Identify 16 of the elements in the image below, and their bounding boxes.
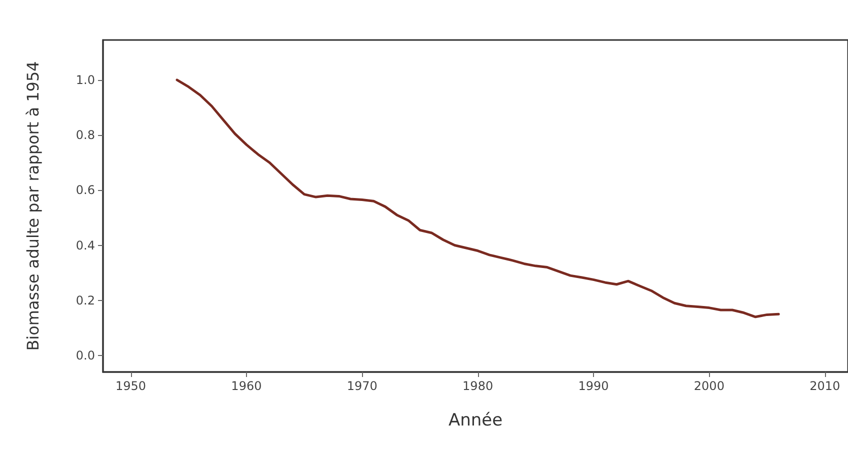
x-tick-label: 1970 — [346, 379, 378, 393]
line-series — [176, 78, 780, 318]
x-tick-label: 2000 — [694, 379, 724, 393]
y-axis-title: Biomasse adulte par rapport à 1954 — [24, 61, 42, 351]
x-tick-label: 1950 — [115, 379, 146, 393]
x-tick-label: 1990 — [578, 379, 609, 393]
x-tick-label: 1980 — [462, 379, 494, 393]
y-tick-label: 0.8 — [76, 128, 95, 142]
x-tick-label: 1960 — [231, 379, 262, 393]
y-tick-label: 1.0 — [76, 72, 95, 87]
y-tick-label: 0.2 — [76, 293, 95, 308]
x-axis-title: Année — [448, 410, 503, 430]
y-tick-label: 0.6 — [76, 183, 95, 198]
y-tick-label: 0.4 — [76, 238, 95, 252]
y-tick-label: 0.0 — [76, 348, 95, 362]
x-tick-label: 2010 — [810, 379, 840, 393]
